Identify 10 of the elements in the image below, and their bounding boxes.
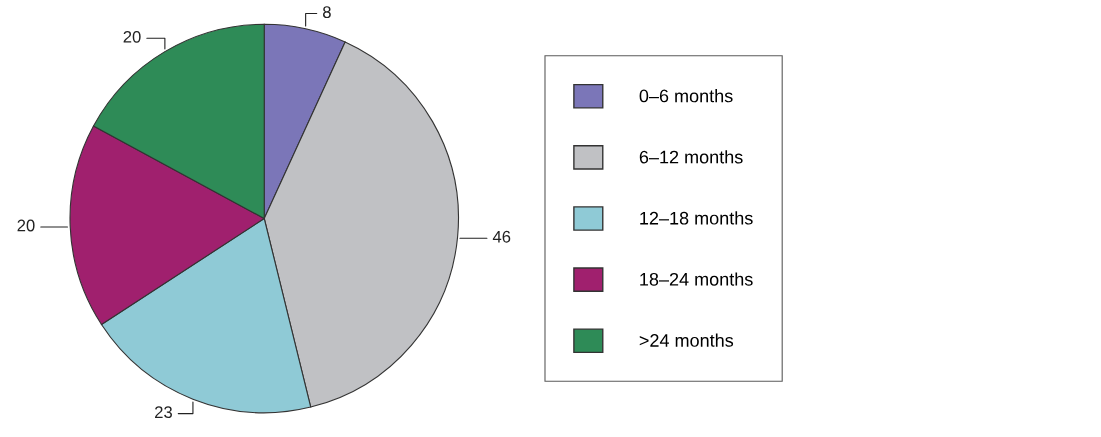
legend-label: >24 months: [639, 333, 734, 347]
data-label: 46: [492, 230, 511, 243]
legend-label: 12–18 months: [640, 211, 753, 225]
data-label: 8: [322, 6, 331, 19]
legend-label: 18–24 months: [640, 272, 753, 286]
data-label: 23: [155, 406, 172, 419]
data-label: 20: [17, 219, 35, 232]
legend-label: 6–12 months: [639, 150, 743, 164]
legend-label: 0–6 months: [639, 89, 733, 103]
data-label: 20: [123, 30, 141, 43]
